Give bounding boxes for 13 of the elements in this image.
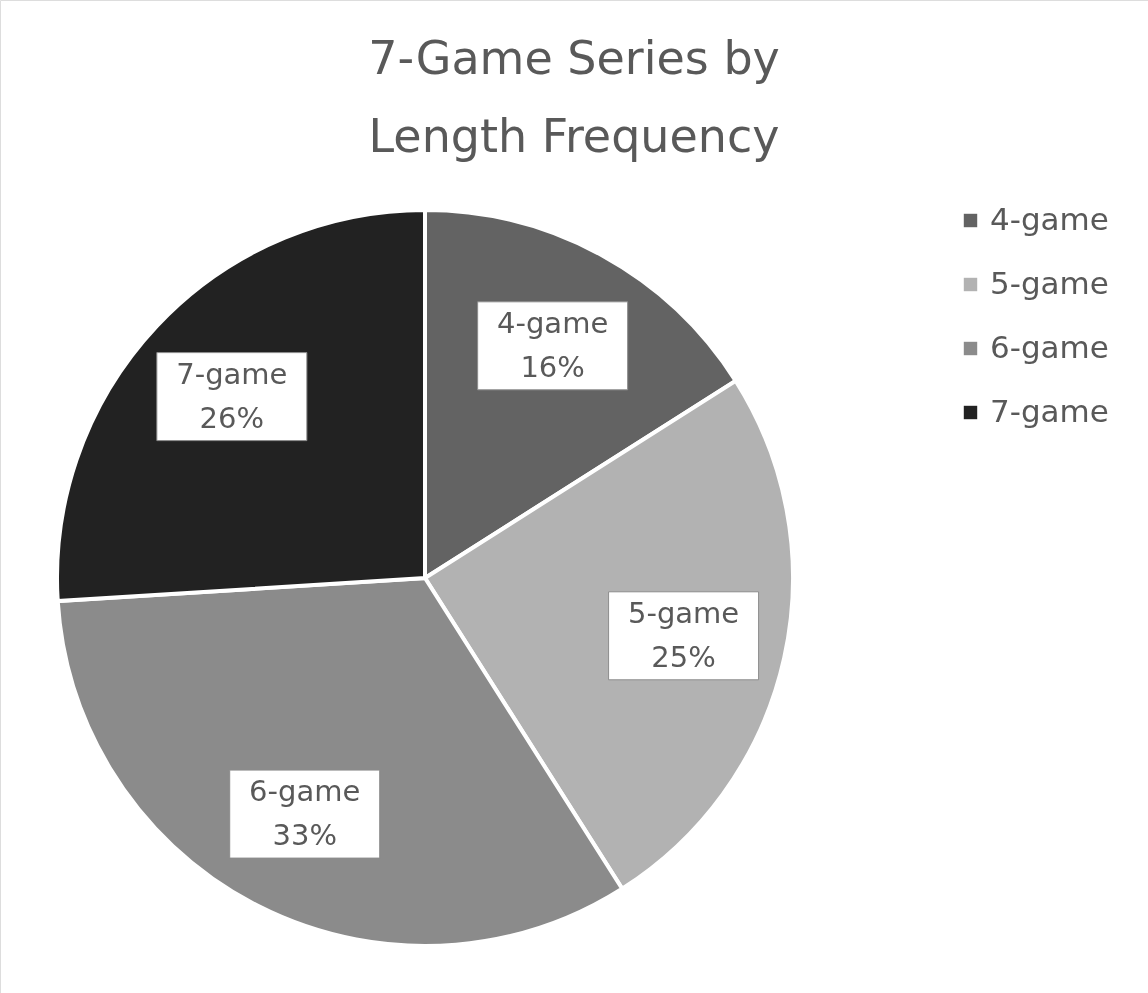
slice-label: 5-game (627, 595, 740, 630)
legend-label: 5-game (990, 264, 1109, 301)
slice-label: 4-game (497, 305, 609, 340)
slice-label: 7-game (176, 356, 288, 391)
data-label: 16% (520, 349, 585, 384)
legend-label: 4-game (990, 200, 1109, 237)
data-label: 33% (272, 818, 337, 853)
legend-label: 6-game (990, 328, 1109, 365)
data-label: 25% (651, 639, 716, 674)
chart-title: 7-Game Series by Length Frequency (368, 31, 780, 163)
data-label: 26% (199, 400, 265, 435)
legend-label: 7-game (990, 392, 1109, 429)
slice-label: 6-game (249, 774, 361, 809)
